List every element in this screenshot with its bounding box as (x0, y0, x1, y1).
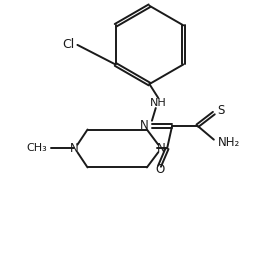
Text: N: N (70, 142, 79, 155)
Text: O: O (155, 163, 164, 177)
Text: Cl: Cl (63, 38, 75, 51)
Text: S: S (218, 104, 225, 117)
Text: N: N (139, 119, 148, 132)
Text: NH₂: NH₂ (218, 136, 240, 149)
Text: CH₃: CH₃ (26, 144, 47, 153)
Text: NH: NH (150, 98, 167, 108)
Text: N: N (157, 142, 166, 155)
